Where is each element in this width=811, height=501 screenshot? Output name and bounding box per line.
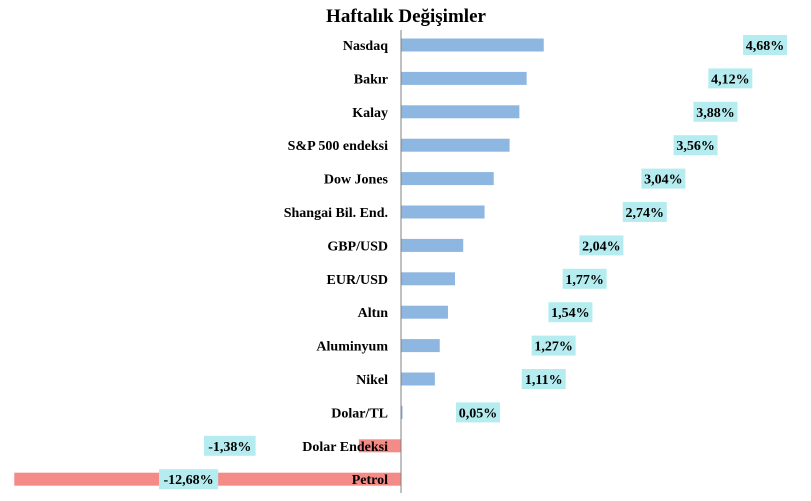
category-label-5: Shangai Bil. End. bbox=[284, 206, 388, 221]
value-label-bg-8 bbox=[548, 302, 593, 323]
bar-0 bbox=[401, 38, 544, 52]
value-label-bg-1 bbox=[708, 68, 753, 89]
value-label-bg-6 bbox=[579, 235, 624, 256]
value-label-12: -1,38% bbox=[208, 440, 251, 455]
category-label-1: Bakır bbox=[354, 72, 388, 87]
value-label-9: 1,27% bbox=[534, 340, 573, 355]
bar-9 bbox=[401, 339, 440, 353]
value-label-bg-5 bbox=[622, 202, 667, 222]
category-label-6: GBP/USD bbox=[327, 239, 388, 254]
category-label-0: Nasdaq bbox=[343, 39, 388, 54]
value-label-0: 4,68% bbox=[746, 39, 785, 54]
bar-12 bbox=[358, 439, 401, 453]
value-label-bg-10 bbox=[521, 369, 566, 389]
value-label-bg-13 bbox=[159, 469, 219, 490]
value-label-8: 1,54% bbox=[551, 306, 590, 321]
value-label-bg-0 bbox=[743, 35, 788, 55]
category-label-9: Aluminyum bbox=[316, 340, 388, 355]
category-label-13: Petrol bbox=[352, 473, 388, 488]
bar-10 bbox=[401, 372, 435, 386]
value-label-7: 1,77% bbox=[565, 273, 604, 288]
category-label-8: Altın bbox=[358, 306, 389, 321]
value-label-1: 4,12% bbox=[711, 72, 750, 87]
value-label-bg-9 bbox=[531, 335, 576, 356]
value-label-13: -12,68% bbox=[164, 473, 214, 488]
category-label-10: Nikel bbox=[356, 373, 388, 388]
category-label-3: S&P 500 endeksi bbox=[288, 139, 388, 154]
value-label-3: 3,56% bbox=[676, 139, 715, 154]
value-label-10: 1,11% bbox=[525, 373, 563, 388]
bar-3 bbox=[401, 138, 510, 152]
bar-2 bbox=[401, 105, 520, 119]
bar-5 bbox=[401, 205, 485, 219]
value-label-11: 0,05% bbox=[459, 406, 498, 421]
category-label-11: Dolar/TL bbox=[331, 406, 388, 421]
value-labels-group: 4,68% 4,12% 3,88% 3,56% 3,04% 2,74% 2,04% 1,77%… bbox=[159, 35, 788, 490]
bar-1 bbox=[401, 71, 527, 85]
category-label-2: Kalay bbox=[352, 106, 388, 121]
bars-group bbox=[14, 38, 544, 486]
bar-6 bbox=[401, 238, 464, 252]
value-label-6: 2,04% bbox=[582, 239, 621, 254]
value-label-4: 3,04% bbox=[644, 173, 683, 188]
value-label-bg-12 bbox=[204, 435, 256, 456]
value-label-5: 2,74% bbox=[626, 206, 665, 221]
category-label-12: Dolar Endeksi bbox=[302, 440, 388, 455]
category-label-4: Dow Jones bbox=[324, 173, 389, 188]
category-label-7: EUR/USD bbox=[327, 273, 388, 288]
bar-11 bbox=[401, 405, 403, 419]
value-label-bg-4 bbox=[641, 168, 686, 189]
value-label-2: 3,88% bbox=[696, 106, 735, 121]
chart-title: Haftalık Değişimler bbox=[326, 6, 486, 27]
value-label-bg-3 bbox=[673, 135, 718, 156]
value-label-bg-2 bbox=[693, 101, 738, 122]
value-label-bg-11 bbox=[456, 402, 500, 423]
bar-7 bbox=[401, 272, 455, 286]
value-label-bg-7 bbox=[562, 268, 607, 289]
bar-8 bbox=[401, 305, 448, 319]
bar-4 bbox=[401, 172, 494, 186]
category-labels-group: Nasdaq Bakır Kalay S&P 500 endeksi Dow Jones… bbox=[284, 39, 389, 488]
